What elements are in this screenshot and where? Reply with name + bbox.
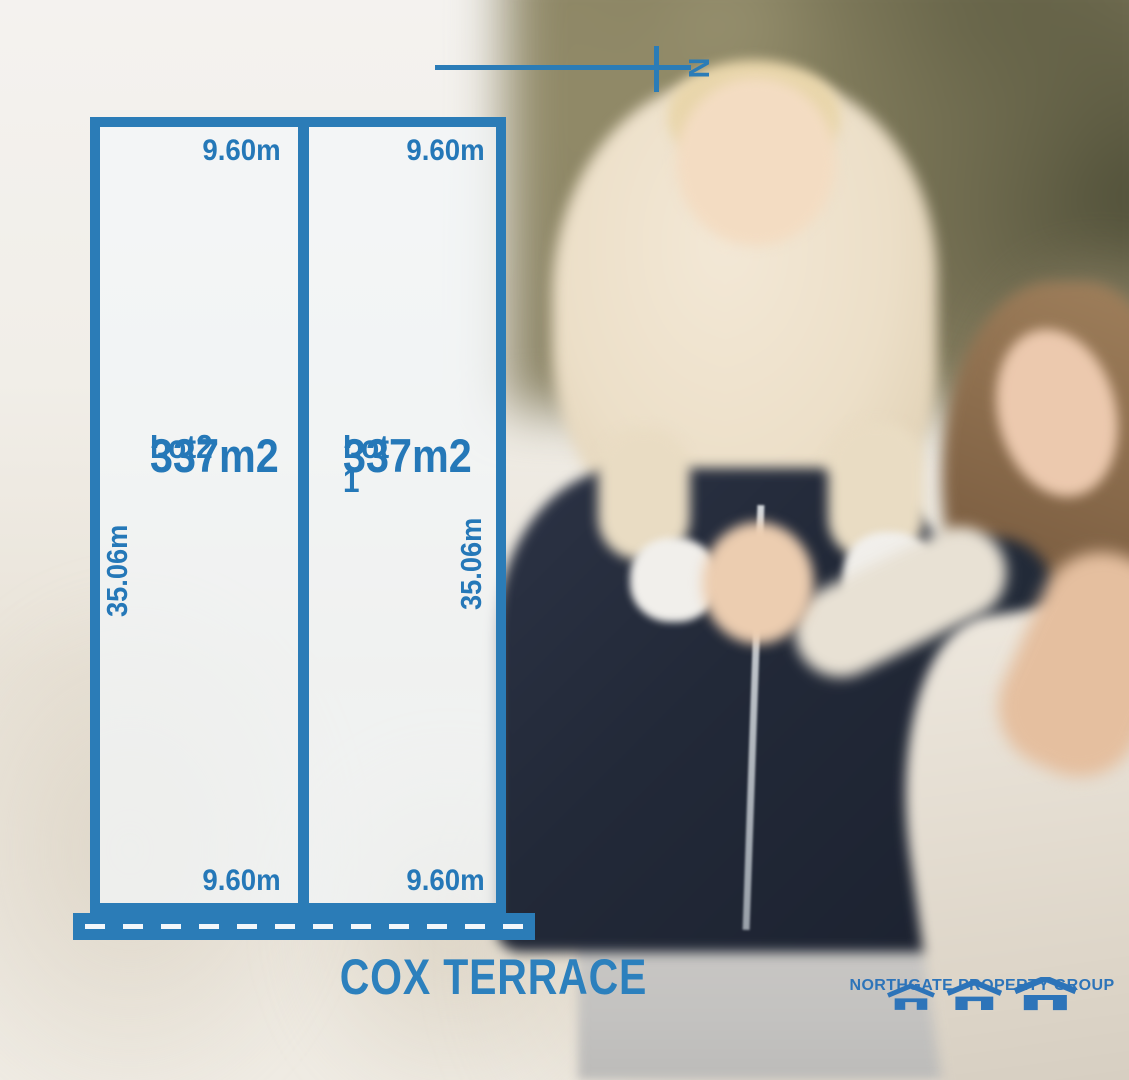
baby-figure xyxy=(630,538,718,622)
baby-figure xyxy=(676,78,836,246)
lot2-area: 337m2 xyxy=(150,429,279,482)
lot1-name: Lot 1 xyxy=(343,428,390,500)
man-figure xyxy=(652,220,866,345)
baby-figure xyxy=(828,422,924,560)
lot2-name: Lot2 xyxy=(150,428,213,465)
man-figure xyxy=(666,266,858,496)
north-tick xyxy=(654,46,659,92)
north-line xyxy=(435,65,691,70)
man-figure xyxy=(978,532,1129,797)
road-centerline xyxy=(85,924,523,929)
road-band xyxy=(73,913,535,940)
woman-figure xyxy=(979,316,1129,510)
woman-figure xyxy=(702,522,814,644)
baby-figure xyxy=(598,428,690,560)
baby-figure xyxy=(552,78,937,553)
north-icon: N xyxy=(682,57,714,79)
woman-figure xyxy=(942,282,1129,692)
man-figure xyxy=(496,468,980,952)
lot1-area: 337m2 xyxy=(343,429,472,482)
woman-figure xyxy=(890,514,1079,695)
path-background xyxy=(480,690,1129,1080)
lot-divider xyxy=(298,117,309,913)
man-figure xyxy=(742,505,765,930)
foliage-background xyxy=(990,280,1129,740)
houses-icon xyxy=(887,977,1077,1011)
woman-figure xyxy=(779,511,1022,693)
foliage-background xyxy=(505,0,1129,410)
brand-name: NORTHGATE PROPERTY GROUP xyxy=(849,977,1115,994)
lot1-depth-label: 35.06m xyxy=(456,517,488,611)
lot2-depth-label: 35.06m xyxy=(102,524,134,618)
baby-figure xyxy=(843,532,935,620)
